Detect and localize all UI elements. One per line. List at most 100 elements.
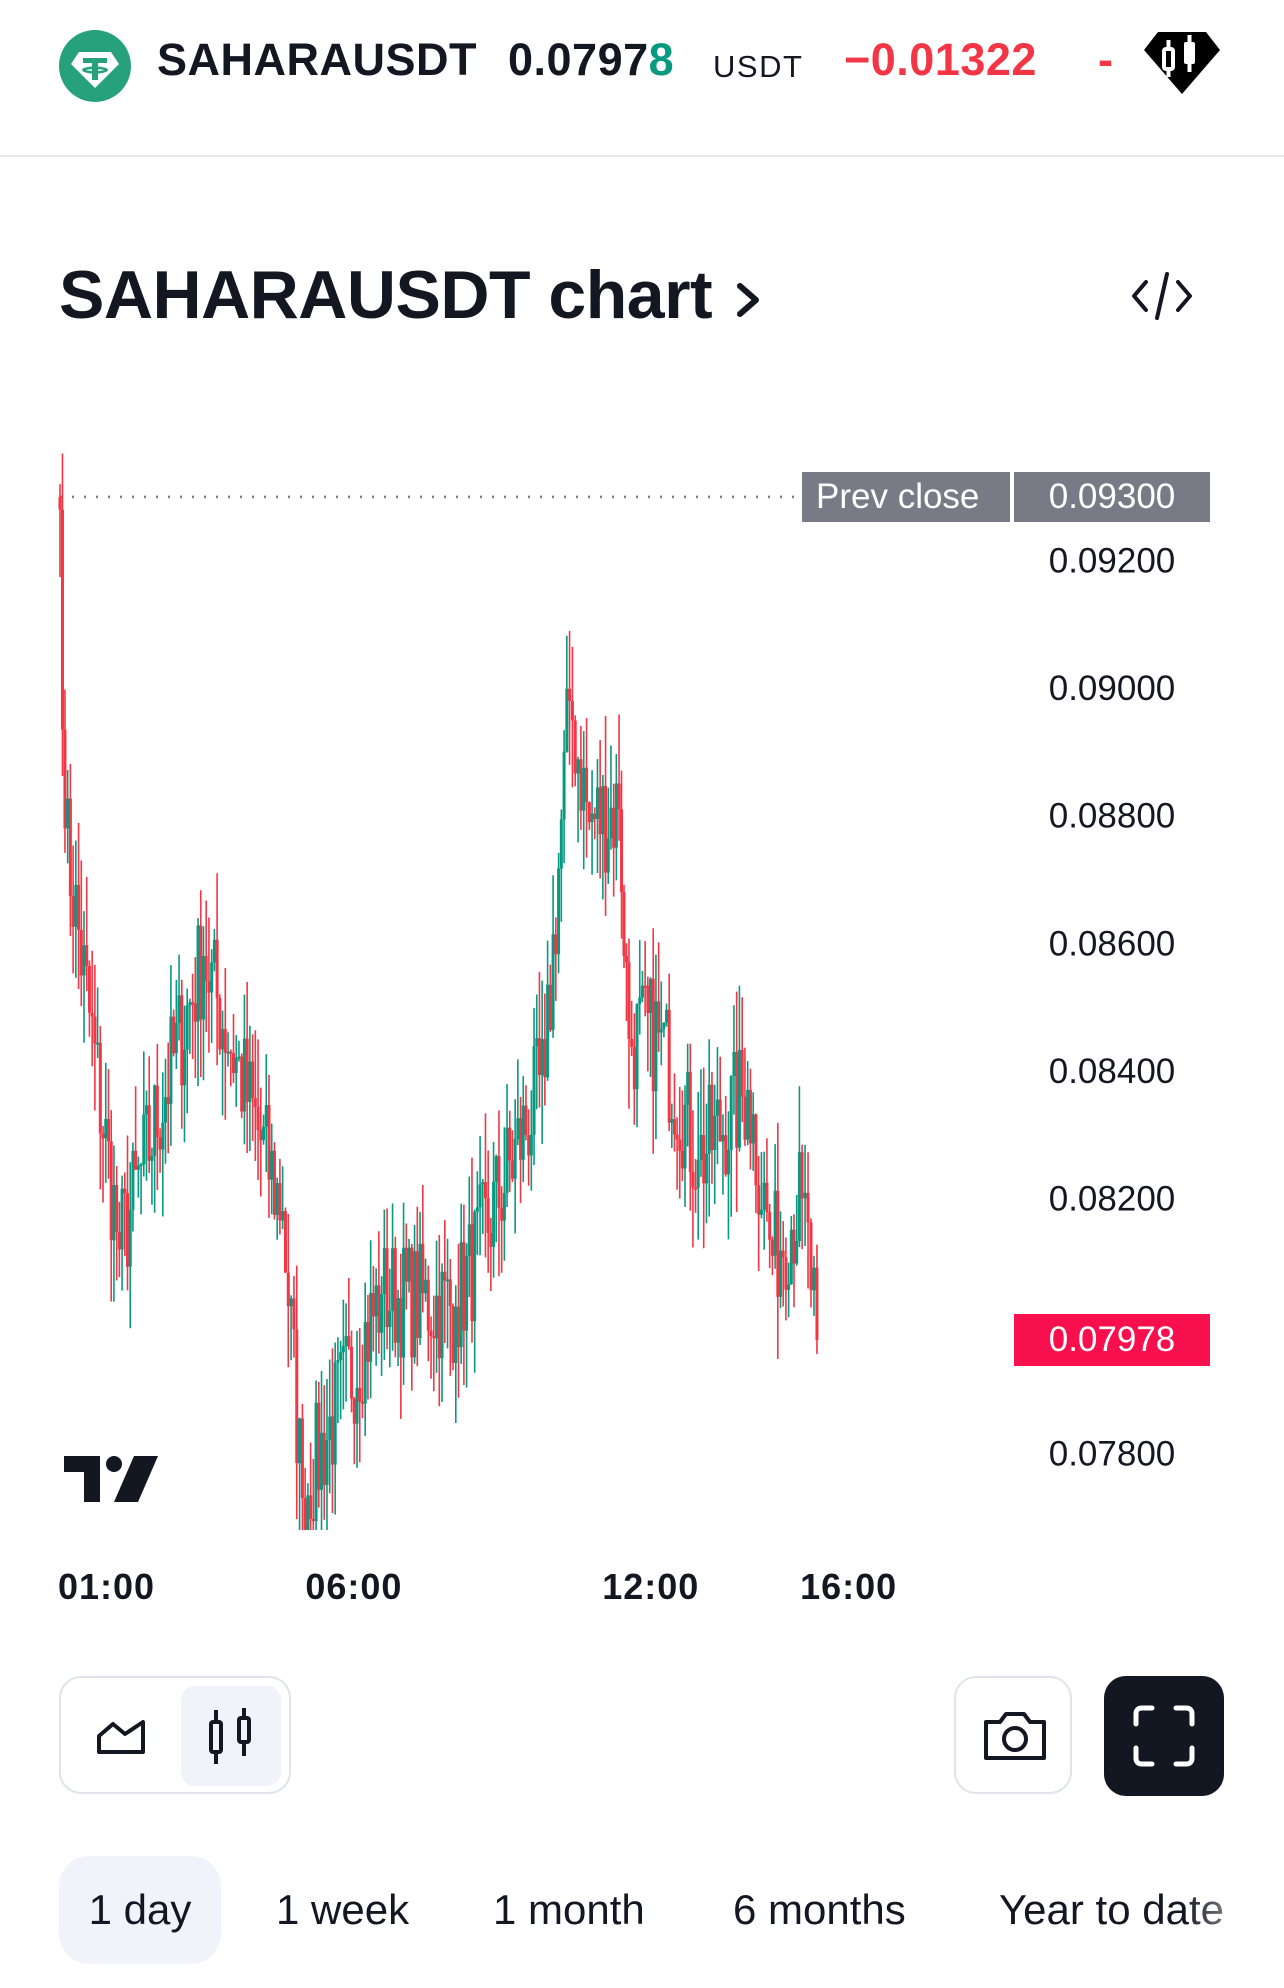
candle-body: [385, 1248, 389, 1328]
candle-body: [535, 1038, 539, 1047]
candle-body: [300, 1418, 304, 1499]
candles-shield-icon[interactable]: [1140, 20, 1224, 104]
candle-body: [229, 1051, 233, 1054]
candle-body: [806, 1192, 810, 1223]
candle-body: [234, 1057, 238, 1074]
candle-body: [112, 1185, 116, 1241]
prev-close-label: Prev close: [802, 471, 1010, 522]
candle-body: [443, 1271, 447, 1281]
tradingview-logo: [64, 1456, 158, 1502]
candle-body: [272, 1150, 276, 1215]
candle-body: [358, 1387, 362, 1402]
range-tab-1-month[interactable]: 1 month: [493, 1886, 645, 1933]
candle-body: [809, 1222, 813, 1291]
candle-body: [421, 1243, 425, 1294]
candle-body: [675, 1134, 679, 1140]
candle-body: [456, 1306, 460, 1348]
candle-body: [715, 1099, 719, 1116]
candle-body: [803, 1192, 807, 1199]
candle-body: [163, 1097, 167, 1123]
candle-body: [646, 985, 650, 1013]
fullscreen-icon[interactable]: [1104, 1676, 1224, 1796]
candle-body: [58, 496, 62, 510]
candle-body: [264, 1105, 268, 1127]
candle-body: [115, 1185, 119, 1233]
candle-body: [792, 1229, 796, 1264]
candle-body: [467, 1224, 471, 1257]
candle-body: [270, 1150, 274, 1180]
candle-body: [565, 688, 569, 752]
candle-body: [139, 1164, 143, 1167]
candle-body: [201, 956, 205, 1020]
candle-body: [494, 1156, 498, 1182]
candle-body: [150, 1155, 154, 1161]
candle-body: [612, 807, 616, 848]
candle-body: [454, 1306, 458, 1363]
candle-body: [128, 1209, 132, 1267]
x-tick-label: 12:00: [602, 1566, 700, 1607]
candle-body: [759, 1209, 763, 1215]
candle-body: [707, 1084, 711, 1154]
candle-body: [729, 1076, 733, 1150]
candle-body: [275, 1183, 279, 1215]
candle-body: [713, 1115, 717, 1151]
candle-body: [638, 997, 642, 1005]
candle-body: [259, 1130, 263, 1141]
candle-body: [508, 1127, 512, 1161]
camera-icon[interactable]: [954, 1676, 1072, 1794]
candle-body: [341, 1345, 345, 1353]
candle-body: [590, 813, 594, 823]
candle-body: [424, 1279, 428, 1294]
candle-body: [93, 1016, 97, 1044]
symbol-name[interactable]: SAHARAUSDT: [157, 34, 477, 85]
candle-body: [614, 783, 618, 848]
chevron-right-icon[interactable]: [734, 278, 764, 322]
candle-body: [651, 978, 655, 1092]
candle-body: [352, 1398, 356, 1424]
candle-body: [68, 798, 72, 897]
candle-body: [79, 929, 83, 976]
candle-body: [366, 1322, 370, 1362]
range-tab-6-months[interactable]: 6 months: [733, 1886, 906, 1933]
candle-body: [568, 688, 572, 701]
candle-body: [350, 1346, 354, 1399]
candle-body: [524, 1105, 528, 1136]
candle-body: [483, 1182, 487, 1199]
candle-body: [306, 1495, 310, 1530]
candle-body: [640, 985, 644, 998]
candle-body: [754, 1114, 758, 1186]
candle-body: [371, 1292, 375, 1317]
price-chart[interactable]: 0.09200 0.09000 0.08800 0.08600 0.08400 0.082…: [0, 410, 1284, 1530]
y-tick-label: 0.08400: [1049, 1052, 1176, 1091]
candle-body: [737, 1050, 741, 1148]
y-axis: 0.09200 0.09000 0.08800 0.08600 0.08400 0.082…: [1049, 542, 1176, 1474]
chart-title[interactable]: SAHARAUSDT chart: [59, 257, 713, 333]
candle-body: [223, 1029, 227, 1053]
candle-body: [212, 939, 216, 963]
candle-body: [500, 1207, 504, 1221]
candle-body: [521, 1105, 525, 1160]
candle-body: [532, 1046, 536, 1135]
candle-body: [240, 1056, 244, 1112]
candle-body: [773, 1190, 777, 1256]
candle-body: [601, 785, 605, 835]
y-tick-label: 0.09000: [1049, 669, 1176, 708]
candle-body: [355, 1387, 359, 1424]
candles: [58, 453, 819, 1530]
candle-body: [256, 1106, 260, 1131]
candle-body: [309, 1495, 313, 1519]
candle-body: [166, 1097, 170, 1104]
y-tick-label: 0.08200: [1049, 1179, 1176, 1218]
candle-body: [185, 1005, 189, 1050]
candle-body: [643, 985, 647, 988]
candle-body: [746, 1089, 750, 1140]
code-embed-icon[interactable]: [1130, 268, 1194, 324]
price-change-percent: -: [1098, 34, 1113, 85]
range-tab-1-day[interactable]: 1 day: [59, 1856, 221, 1964]
candlestick-icon[interactable]: [181, 1686, 281, 1786]
candle-body: [231, 1053, 235, 1074]
candle-body: [87, 965, 91, 1013]
range-tab-1-week[interactable]: 1 week: [276, 1886, 410, 1933]
area-chart-icon[interactable]: [71, 1686, 171, 1786]
candle-body: [609, 807, 613, 839]
